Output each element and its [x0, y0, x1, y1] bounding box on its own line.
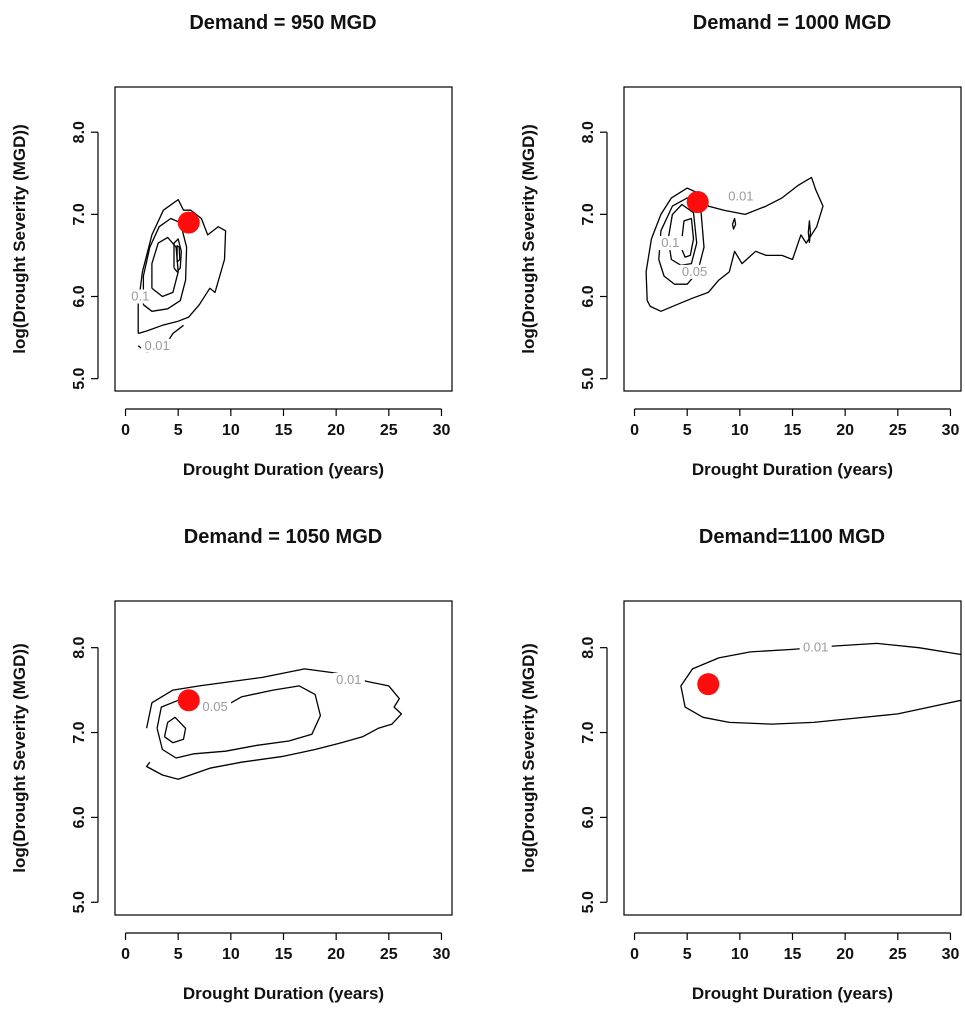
plot-frame	[623, 600, 962, 916]
contour-line	[680, 217, 695, 258]
y-tick-label: 7.0	[71, 721, 88, 743]
contour-group: 0.01	[680, 640, 961, 725]
chart-title: Demand = 1050 MGD	[184, 526, 382, 548]
x-tick-label: 15	[784, 422, 802, 439]
contour-group: 0.01 0.05	[145, 668, 403, 780]
x-axis-label: Drought Duration (years)	[183, 460, 384, 479]
y-tick-label: 7.0	[71, 203, 88, 225]
y-tick-label: 5.0	[71, 367, 88, 389]
x-tick-label: 25	[380, 946, 398, 963]
chart-panel-2: Demand = 1000 MGD 0.01 0.10.05 0 5 10 15 20 25 30…	[519, 12, 962, 479]
x-tick-label: 0	[121, 946, 130, 963]
contour-line	[173, 238, 182, 273]
highlight-point	[177, 689, 200, 712]
x-axis-label: Drought Duration (years)	[692, 460, 893, 479]
x-tick-label: 30	[433, 946, 451, 963]
x-tick-label: 5	[683, 946, 692, 963]
x-tick-label: 10	[731, 422, 749, 439]
contour-label: 0.1	[661, 235, 679, 250]
contour-label: 0.01	[728, 188, 753, 203]
chart-panel-1: Demand = 950 MGD 0.01 0.1 0 5 10 15 20 25 30 5.0 6.…	[10, 12, 453, 479]
highlight-point	[686, 191, 709, 214]
highlight-point	[177, 211, 200, 234]
contour-label: 0.01	[144, 338, 169, 353]
contour-line	[163, 716, 187, 744]
x-tick-label: 25	[889, 946, 907, 963]
x-tick-label: 0	[121, 422, 130, 439]
y-tick-label: 7.0	[580, 203, 597, 225]
contour-group: 0.01 0.10.05	[645, 176, 824, 312]
x-tick-label: 30	[433, 422, 451, 439]
x-tick-label: 10	[222, 946, 240, 963]
x-tick-label: 25	[889, 422, 907, 439]
contour-label: 0.05	[682, 264, 707, 279]
y-tick-label: 8.0	[580, 636, 597, 658]
contour-label: 0.01	[803, 640, 828, 655]
x-tick-label: 10	[731, 946, 749, 963]
chart-title: Demand = 1000 MGD	[693, 12, 891, 34]
contour-label: 0.1	[131, 289, 149, 304]
x-tick-label: 5	[683, 422, 692, 439]
plot-frame	[623, 86, 962, 392]
y-axis-label: log(Drought Severity (MGD))	[519, 124, 538, 354]
x-tick-label: 15	[275, 946, 293, 963]
y-tick-label: 8.0	[71, 121, 88, 143]
x-tick-label: 20	[327, 946, 345, 963]
highlight-point	[697, 673, 720, 696]
x-tick-label: 30	[942, 422, 960, 439]
contour-line	[145, 668, 403, 780]
y-tick-label: 6.0	[71, 285, 88, 307]
x-tick-label: 15	[784, 946, 802, 963]
contour-label: 0.05	[202, 699, 227, 714]
contour-line	[176, 244, 181, 263]
contour-label: 0.01	[336, 672, 361, 687]
contour-line	[680, 642, 961, 725]
y-axis-label: log(Drought Severity (MGD))	[519, 643, 538, 873]
plot-frame	[114, 86, 453, 392]
x-axis-label: Drought Duration (years)	[183, 984, 384, 1003]
contour-line	[658, 197, 705, 285]
plot-frame	[114, 600, 453, 916]
y-tick-label: 8.0	[71, 636, 88, 658]
x-tick-label: 25	[380, 422, 398, 439]
chart-panel-3: Demand = 1050 MGD 0.01 0.05 0 5 10 15 20 25 30 5.0…	[10, 526, 453, 1003]
x-tick-label: 20	[836, 422, 854, 439]
chart-title: Demand = 950 MGD	[189, 12, 376, 34]
y-tick-label: 5.0	[580, 891, 597, 913]
y-tick-label: 6.0	[580, 806, 597, 828]
x-tick-label: 20	[836, 946, 854, 963]
y-tick-label: 5.0	[580, 367, 597, 389]
chart-panel-4: Demand=1100 MGD 0.01 0 5 10 15 20 25 30 5.0 6.0 7.0…	[519, 526, 962, 1003]
x-axis-label: Drought Duration (years)	[692, 984, 893, 1003]
x-tick-label: 0	[630, 946, 639, 963]
x-tick-label: 15	[275, 422, 293, 439]
x-tick-label: 30	[942, 946, 960, 963]
x-tick-label: 0	[630, 422, 639, 439]
y-axis-label: log(Drought Severity (MGD))	[10, 124, 29, 354]
y-axis-label: log(Drought Severity (MGD))	[10, 643, 29, 873]
contour-line	[667, 203, 698, 266]
y-tick-label: 8.0	[580, 121, 597, 143]
contour-line	[142, 217, 188, 312]
x-tick-label: 20	[327, 422, 345, 439]
contour-group: 0.01 0.1	[127, 198, 227, 354]
contour-line	[731, 217, 737, 230]
x-tick-label: 5	[174, 946, 183, 963]
x-tick-label: 10	[222, 422, 240, 439]
x-tick-label: 5	[174, 422, 183, 439]
y-tick-label: 7.0	[580, 721, 597, 743]
y-tick-label: 6.0	[580, 285, 597, 307]
contour-line	[137, 198, 227, 335]
chart-title: Demand=1100 MGD	[699, 526, 885, 548]
contour-line	[807, 220, 812, 243]
contour-line	[645, 176, 824, 312]
y-tick-label: 6.0	[71, 806, 88, 828]
y-tick-label: 5.0	[71, 891, 88, 913]
contour-line	[151, 236, 179, 298]
